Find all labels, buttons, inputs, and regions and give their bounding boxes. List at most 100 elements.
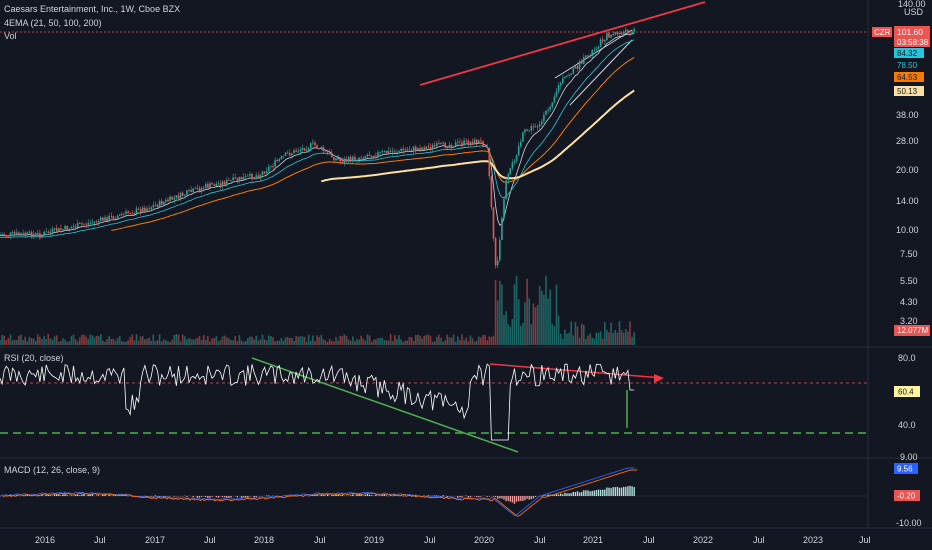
candle-body [339, 159, 341, 162]
volume-bar [232, 340, 234, 345]
candle-body [362, 157, 365, 159]
candle-body [631, 31, 633, 34]
candle-body [505, 180, 507, 199]
resistance-trendline[interactable] [419, 1, 706, 86]
volume-bar [152, 334, 155, 345]
candle-body [146, 208, 148, 212]
candle-body [528, 130, 530, 132]
volume-bar [11, 340, 14, 345]
macd-histogram-bar [599, 489, 602, 496]
candle-body [436, 143, 438, 147]
candle-body [60, 228, 62, 230]
candle-body [165, 199, 167, 202]
macd-histogram-bar [541, 496, 543, 497]
candle-body [263, 171, 266, 174]
macd-histogram-bar [47, 494, 49, 496]
rsi-legend[interactable]: RSI (20, close) [4, 353, 64, 363]
volume-bar [253, 339, 255, 345]
macd-group [0, 467, 638, 517]
candle-body [238, 176, 241, 181]
candle-body [70, 227, 73, 229]
macd-legend[interactable]: MACD (12, 26, close, 9) [4, 465, 101, 475]
volume-legend[interactable]: Vol [4, 31, 17, 41]
candle-body [349, 157, 352, 162]
candle-body [280, 156, 283, 159]
candle-body [507, 174, 509, 181]
volume-bar [200, 339, 203, 345]
time-tick-2021: 2021 [583, 535, 603, 545]
ema-legend[interactable]: 4EMA (21, 50, 100, 200) [4, 18, 102, 28]
candle-body [95, 221, 98, 223]
candle-body [232, 177, 234, 181]
candle-body [511, 162, 514, 169]
candle-body [139, 208, 142, 213]
volume-bar [478, 336, 480, 345]
macd-histogram-bar [503, 496, 505, 500]
macd-histogram-bar [60, 495, 62, 496]
macd-histogram-bar [543, 494, 545, 496]
volume-bar [620, 330, 623, 345]
price-tick-10: 10.00 [896, 225, 919, 235]
volume-bar [574, 322, 577, 345]
volume-bar [9, 334, 12, 345]
candle-body [589, 56, 591, 57]
macd-histogram-bar [226, 496, 228, 499]
candle-body [335, 158, 337, 161]
channel-lower-line[interactable] [569, 39, 633, 106]
macd-histogram-bar [131, 496, 133, 497]
macd-histogram-bar [591, 490, 593, 496]
candle-body [293, 150, 295, 154]
volume-bar [190, 339, 192, 345]
macd-histogram-bar [211, 496, 213, 497]
volume-bar [604, 322, 606, 345]
volume-bar [247, 338, 249, 345]
candle-body [601, 39, 604, 42]
volume-bar [391, 341, 394, 345]
candle-body [34, 233, 37, 235]
volume-bar [97, 336, 100, 345]
candle-body [331, 153, 333, 158]
rsi-resistance-trendline[interactable] [489, 363, 663, 379]
volume-bar [370, 341, 373, 345]
candle-body [620, 32, 623, 35]
svg-text:9.56: 9.56 [897, 465, 913, 474]
candle-body [450, 144, 453, 148]
volume-bar [471, 338, 474, 345]
candle-body [419, 147, 421, 151]
channel-upper-line[interactable] [554, 29, 633, 79]
volume-bar [95, 335, 98, 345]
candle-body [326, 150, 329, 153]
candle-body [131, 213, 134, 215]
candle-body [394, 151, 396, 153]
volume-bar [282, 340, 285, 345]
candle-body [9, 232, 12, 236]
candle-body [368, 154, 371, 156]
macd-histogram-bar [589, 491, 591, 496]
volume-bar [112, 338, 115, 345]
candle-body [614, 32, 617, 34]
volume-bar [570, 321, 572, 345]
volume-bar [171, 339, 173, 345]
volume-bar [553, 326, 556, 345]
volume-bar [343, 334, 346, 345]
macd-histogram-bar [608, 487, 610, 496]
candle-body [486, 146, 488, 148]
candle-body [387, 150, 390, 154]
volume-bar [406, 340, 409, 345]
volume-bar [631, 336, 633, 345]
volume-bar [7, 338, 10, 345]
candle-body [11, 232, 14, 233]
candle-body [55, 228, 58, 232]
candle-body [566, 75, 568, 77]
volume-bar [362, 338, 365, 345]
macd-histogram-bar [154, 495, 157, 496]
candle-body [551, 102, 554, 107]
volume-bar [150, 340, 152, 345]
volume-bar [24, 336, 26, 345]
candle-body [318, 147, 320, 149]
volume-bar [461, 334, 463, 345]
candle-body [272, 166, 274, 168]
volume-bar [551, 323, 554, 345]
candle-body [431, 144, 434, 149]
